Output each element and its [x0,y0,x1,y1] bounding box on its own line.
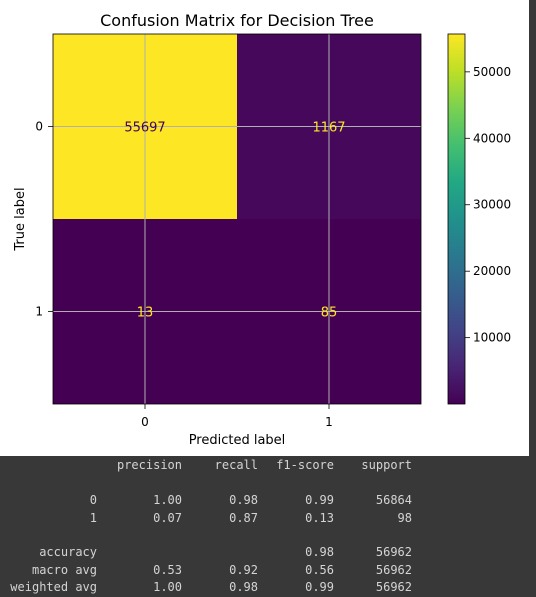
classification-report: precision recall f1-score support 0 1.00 0… [0,456,536,597]
x-tick-label: 1 [325,415,333,429]
report-cell-support: 56962 [375,563,412,577]
report-row-label: weighted avg [10,580,97,594]
y-axis-label: True label [13,187,28,251]
colorbar-tick-label: 10000 [473,331,511,345]
report-header-recall: recall [214,458,258,472]
colorbar-tick-label: 40000 [473,131,511,145]
report-header-f1: f1-score [276,458,334,472]
cell-label-0-0: 55697 [124,121,165,136]
cell-label-1-0: 13 [137,306,154,321]
colorbar-tick-label: 30000 [473,198,511,212]
confusion-matrix-figure: Confusion Matrix for Decision Tree 55697… [0,0,529,456]
report-cell-support: 56962 [375,545,412,559]
colorbar [447,33,466,405]
report-row-label: accuracy [39,545,97,559]
report-cell-recall: 0.87 [229,511,258,525]
report-cell-f1: 0.98 [305,545,334,559]
report-cell-precision: 1.00 [153,580,182,594]
report-cell-recall: 0.98 [229,580,258,594]
colorbar-tick-label: 20000 [473,264,511,278]
report-cell-support: 56962 [375,580,412,594]
x-axis-label: Predicted label [189,433,286,448]
confusion-matrix-chart: Confusion Matrix for Decision Tree 55697… [13,11,511,448]
axes-frame [52,33,422,405]
report-header-support: support [361,458,412,472]
report-row-label: 1 [89,511,97,525]
report-cell-recall: 0.98 [229,493,258,507]
report-cell-f1: 0.99 [305,580,334,594]
y-tick-label: 0 [35,120,43,134]
report-cell-precision: 1.00 [153,493,182,507]
report-cell-precision: 0.53 [153,563,182,577]
x-tick-label: 0 [141,415,149,429]
cell-label-0-1: 1167 [312,121,345,136]
chart-title: Confusion Matrix for Decision Tree [100,11,374,30]
report-row-label: macro avg [31,563,97,577]
report-cell-support: 56864 [375,493,412,507]
report-cell-support: 98 [397,511,412,525]
report-cell-precision: 0.07 [153,511,182,525]
report-cell-f1: 0.13 [305,511,334,525]
report-cell-f1: 0.99 [305,493,334,507]
report-cell-recall: 0.92 [229,563,258,577]
report-row-label: 0 [89,493,97,507]
report-cell-f1: 0.56 [305,563,334,577]
report-header-precision: precision [116,458,182,472]
cell-label-1-1: 85 [321,306,338,321]
colorbar-tick-label: 50000 [473,65,511,79]
y-tick-label: 1 [35,305,43,319]
